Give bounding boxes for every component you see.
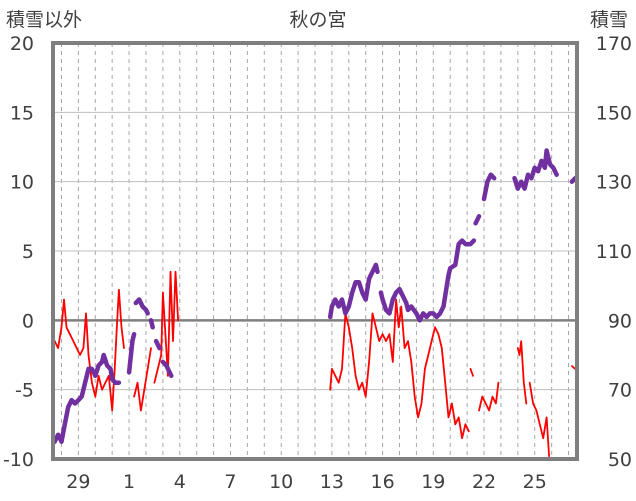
right-tick-label: 150 (596, 102, 632, 124)
right-tick-label: 50 (608, 449, 632, 471)
right-tick-labels: 50 70 90 110 130 150 170 (596, 33, 632, 471)
right-axis-label: 積雪 (590, 9, 628, 31)
other-values-segment-2 (153, 270, 180, 384)
left-tick-label: 10 (10, 172, 34, 194)
snow-depth-segment-0 (52, 352, 122, 444)
x-tick-label: 19 (421, 471, 445, 493)
x-tick-label: 13 (320, 471, 344, 493)
snow-depth-segment-7 (378, 238, 477, 323)
x-tick-label: 7 (224, 471, 236, 493)
snow-depth-segment-6 (327, 262, 380, 320)
snow-depth-segment-9 (481, 172, 497, 202)
left-tick-label: 15 (10, 102, 34, 124)
other-values-segment-4 (469, 367, 474, 377)
other-values-segment-7 (528, 381, 550, 458)
x-tick-label: 25 (523, 471, 547, 493)
x-tick-label: 29 (66, 471, 90, 493)
snow-depth-segment-2 (133, 297, 150, 316)
grid (53, 42, 577, 460)
left-axis-label: 積雪以外 (6, 9, 82, 31)
other-values-segment-5 (478, 381, 500, 412)
snow-depth-segment-12 (569, 175, 578, 184)
x-tick-label: 22 (472, 471, 496, 493)
left-tick-label: -10 (3, 449, 34, 471)
left-tick-labels: -10 -5 0 5 10 15 20 (3, 33, 34, 471)
left-tick-label: -5 (15, 380, 34, 402)
x-tick-labels: 29 1 4 7 10 13 16 19 22 25 (66, 471, 547, 493)
right-tick-label: 70 (608, 380, 632, 402)
x-tick-label: 1 (123, 471, 135, 493)
other-values-segment-0 (53, 288, 125, 412)
chart-title: 秋の宮 (289, 9, 346, 31)
plot-frame (51, 41, 579, 461)
x-tick-label: 16 (371, 471, 395, 493)
other-values-segment-1 (133, 347, 152, 412)
right-tick-label: 170 (596, 33, 632, 55)
other-values-segment-3 (329, 298, 470, 440)
snow-depth-segment-8 (473, 214, 482, 226)
right-tick-label: 90 (608, 310, 632, 332)
snow-depth-segment-3 (148, 318, 155, 330)
other-values-segment-8 (571, 365, 577, 370)
left-tick-label: 5 (22, 241, 34, 263)
snow-depth-segment-1 (126, 331, 137, 375)
series-layer (52, 148, 578, 458)
x-tick-label: 4 (174, 471, 186, 493)
x-tick-label: 10 (269, 471, 293, 493)
other-values-segment-6 (516, 340, 528, 405)
right-tick-label: 110 (596, 241, 632, 263)
snow-depth-segment-10 (512, 172, 531, 191)
left-tick-label: 20 (10, 33, 34, 55)
left-tick-label: 0 (22, 310, 34, 332)
snow-depth-segment-5 (160, 359, 174, 379)
snow-depth-segment-11 (529, 148, 559, 181)
right-tick-label: 130 (596, 172, 632, 194)
snow-depth-segment-4 (153, 338, 162, 351)
